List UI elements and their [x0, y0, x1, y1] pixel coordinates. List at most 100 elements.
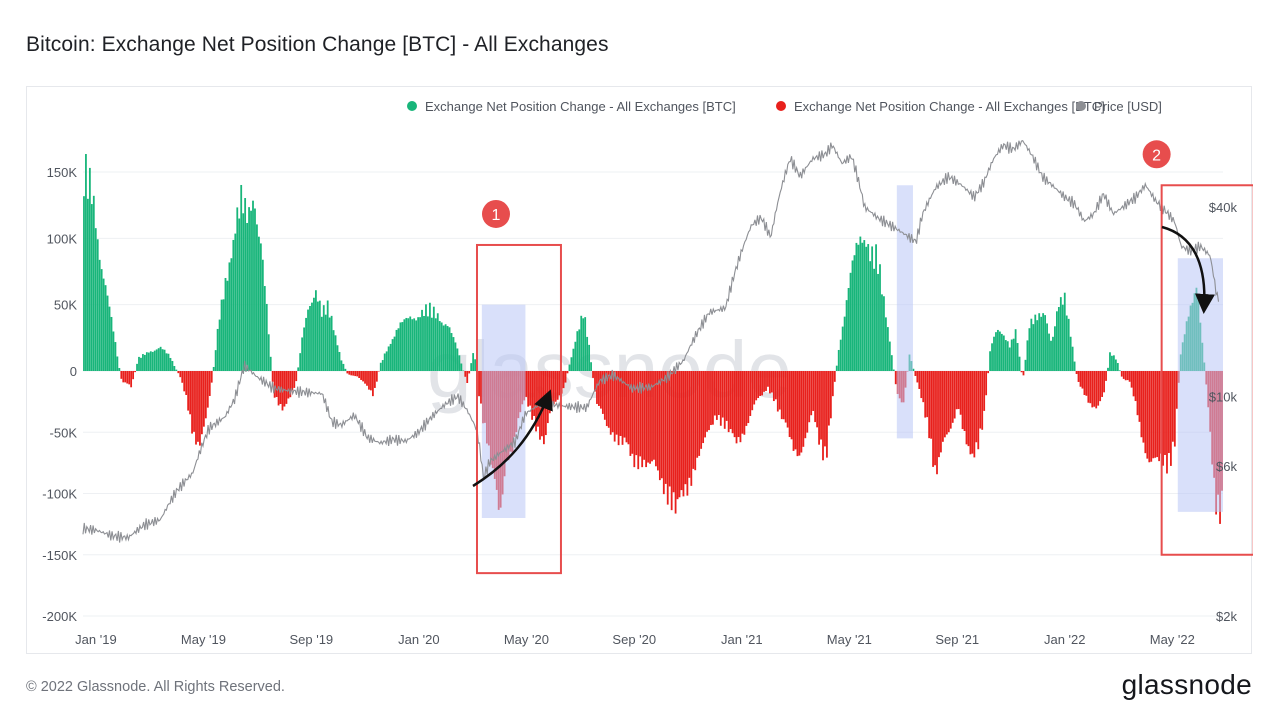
bar: [647, 371, 649, 463]
bar: [723, 371, 726, 429]
bar: [784, 371, 787, 423]
bar: [938, 371, 940, 458]
bar: [191, 371, 193, 434]
y-right-tick-label: $2k: [1216, 609, 1237, 624]
bar: [147, 352, 150, 371]
bar: [315, 290, 317, 371]
bar: [216, 328, 219, 371]
bar: [360, 371, 363, 380]
bar: [1170, 371, 1172, 466]
bar: [1065, 315, 1068, 371]
bar: [383, 353, 386, 371]
bar: [845, 300, 848, 371]
bar: [193, 371, 195, 432]
bar: [206, 371, 209, 408]
bar: [668, 371, 671, 487]
bar: [1124, 371, 1127, 381]
y-left-tick-label: -150K: [42, 548, 77, 563]
bar: [336, 345, 339, 371]
annotation-box: [1160, 184, 1253, 556]
bar: [285, 371, 288, 404]
bar: [747, 371, 750, 424]
bar: [715, 371, 718, 420]
bar: [165, 353, 168, 371]
bar: [588, 344, 591, 371]
bar: [199, 371, 201, 446]
bar: [741, 371, 744, 434]
bar: [444, 324, 447, 371]
bar: [446, 326, 449, 371]
bar: [892, 369, 895, 371]
bar: [452, 337, 455, 371]
bar: [134, 371, 136, 373]
bar: [774, 371, 777, 400]
bar: [881, 294, 883, 371]
bar: [609, 371, 612, 435]
bar: [201, 371, 203, 435]
bar: [942, 371, 944, 442]
bar: [525, 371, 528, 397]
bar: [1081, 371, 1084, 389]
bar: [244, 198, 247, 371]
y-left-tick-label: -50K: [50, 425, 78, 440]
bar: [843, 316, 846, 371]
bar: [163, 349, 166, 371]
bar: [480, 371, 482, 404]
bar: [220, 299, 223, 371]
bar: [600, 371, 602, 409]
bar: [112, 331, 115, 371]
legend-item[interactable]: Price [USD]: [1076, 99, 1162, 114]
bar: [857, 244, 860, 371]
x-tick-label: May '20: [504, 632, 549, 647]
bar: [293, 371, 296, 388]
page-title: Bitcoin: Exchange Net Position Change [B…: [26, 33, 609, 56]
x-tick-label: May '22: [1150, 632, 1195, 647]
bar: [1018, 356, 1021, 371]
bar: [265, 303, 268, 371]
legend-item[interactable]: Exchange Net Position Change - All Excha…: [776, 99, 1105, 114]
bar: [1130, 371, 1133, 388]
bar: [989, 351, 991, 371]
bar: [1077, 371, 1080, 382]
bar: [824, 371, 826, 447]
bar: [326, 300, 329, 371]
bar: [680, 371, 683, 491]
bar: [837, 349, 840, 371]
bar: [696, 371, 699, 458]
bar: [888, 341, 891, 371]
brand-logo: glassnode: [1121, 669, 1252, 700]
legend-item[interactable]: Exchange Net Position Change - All Excha…: [407, 99, 736, 114]
bar: [405, 317, 408, 371]
bar: [1134, 371, 1137, 402]
legend[interactable]: Exchange Net Position Change - All Excha…: [407, 99, 1162, 114]
bar: [1146, 371, 1149, 459]
bar: [358, 371, 361, 378]
bar: [568, 364, 571, 371]
bar: [1089, 371, 1092, 404]
bar: [110, 316, 113, 371]
bar: [177, 371, 180, 374]
bar: [1085, 371, 1088, 396]
bar: [214, 350, 217, 371]
bar: [1063, 292, 1066, 371]
bar: [212, 366, 215, 371]
bar: [175, 369, 178, 371]
bar: [550, 371, 553, 407]
bar: [979, 371, 982, 429]
x-tick-label: Jan '22: [1044, 632, 1086, 647]
bar: [1036, 320, 1039, 371]
bar: [375, 371, 378, 382]
bar: [348, 371, 351, 375]
bar: [676, 371, 679, 500]
bar: [222, 299, 225, 371]
price-series-line: [82, 139, 1220, 543]
bar: [702, 371, 705, 444]
bar: [106, 295, 109, 371]
bar: [96, 239, 99, 371]
bar: [916, 371, 919, 383]
bar: [586, 336, 589, 371]
bar: [1093, 371, 1096, 407]
bar: [594, 371, 596, 392]
highlight-bands: [481, 185, 1223, 518]
bar: [118, 368, 121, 371]
